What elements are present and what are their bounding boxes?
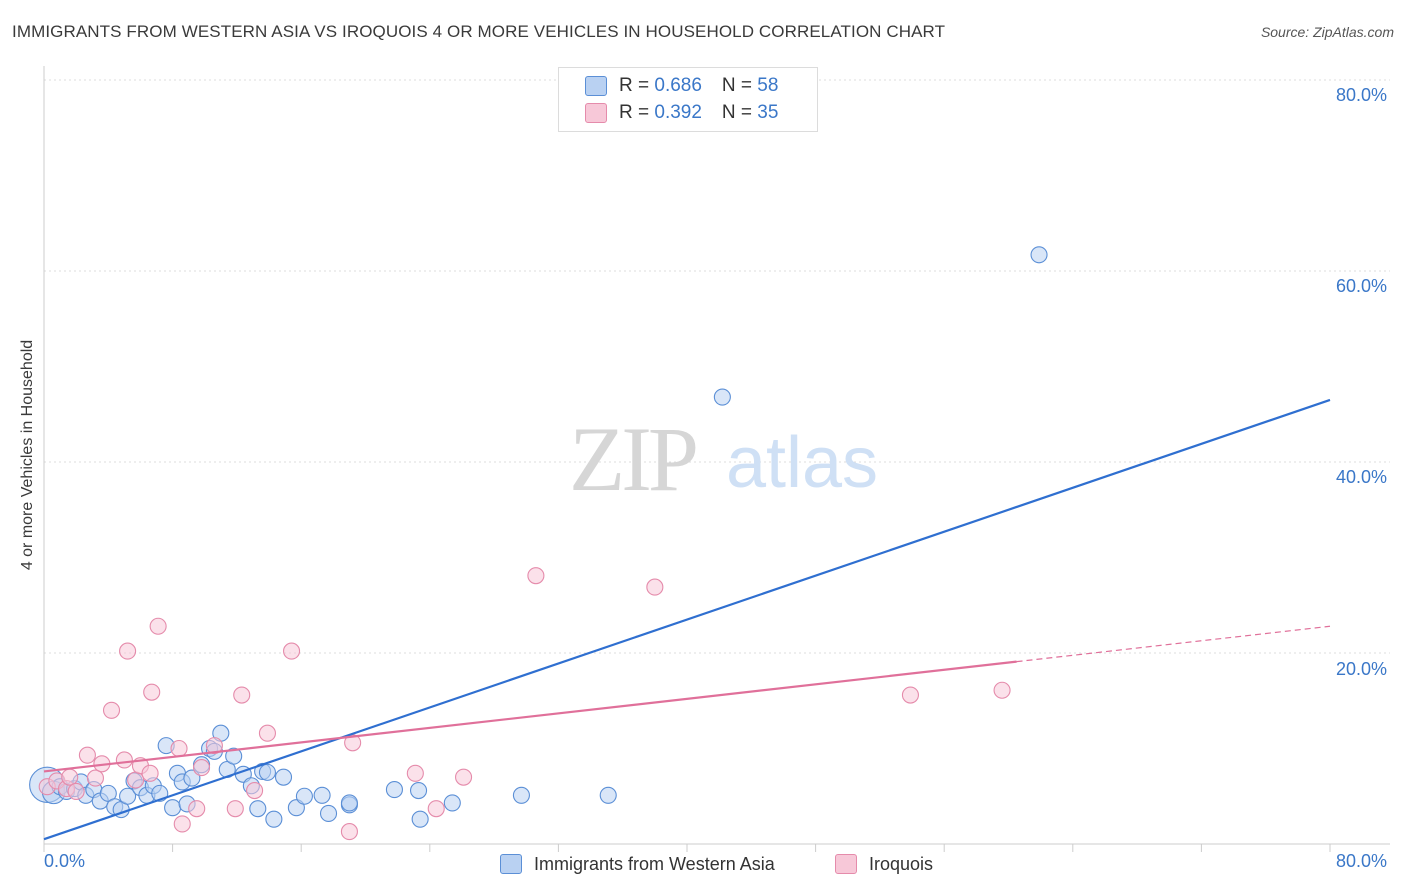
watermark: ZIP atlas xyxy=(569,408,878,510)
pink-point-19 xyxy=(192,759,211,777)
stats-legend-row-pink: R = 0.392 N = 35 xyxy=(585,101,779,125)
watermark-atlas: atlas xyxy=(726,423,878,503)
pink-point-21 xyxy=(226,800,244,818)
blue-point-44 xyxy=(409,781,428,800)
pink-trend-line xyxy=(43,660,1017,773)
source-credit: Source: ZipAtlas.com xyxy=(1260,24,1394,40)
blue-point-34 xyxy=(258,763,276,781)
pink-point-34 xyxy=(993,681,1011,699)
y-tick-label-80: 80.0% xyxy=(1336,85,1388,105)
blue-point-38 xyxy=(295,787,313,805)
x-tick-label-min: 0.0% xyxy=(44,851,86,871)
bottom-legend-swatch-blue xyxy=(500,854,522,874)
stats-legend-row-blue: R = 0.686 N = 58 xyxy=(585,74,779,98)
pink-point-9 xyxy=(115,751,133,769)
y-tick-label-40: 40.0% xyxy=(1336,467,1388,487)
pink-point-18 xyxy=(188,800,206,818)
legend-n-label: N = xyxy=(721,102,758,123)
blue-point-23 xyxy=(183,769,201,787)
blue-point-35 xyxy=(265,810,283,828)
pink-point-16 xyxy=(170,739,188,758)
bottom-legend-label-pink: Iroquois xyxy=(869,853,934,874)
blue-point-45 xyxy=(411,810,429,828)
pink-point-30 xyxy=(455,768,473,786)
bottom-legend-item-pink: Iroquois xyxy=(835,851,933,877)
pink-point-5 xyxy=(78,746,96,764)
y-tick-label-20: 20.0% xyxy=(1336,659,1388,679)
blue-point-49 xyxy=(713,388,731,406)
blue-point-40 xyxy=(319,804,338,822)
blue-point-50 xyxy=(1030,246,1048,264)
chart-title: IMMIGRANTS FROM WESTERN ASIA VS IROQUOIS… xyxy=(12,22,946,41)
legend-n-value-pink: 35 xyxy=(757,102,779,123)
pink-point-11 xyxy=(127,771,145,789)
pink-point-23 xyxy=(246,781,264,800)
pink-point-22 xyxy=(233,686,251,704)
blue-point-43 xyxy=(385,781,403,799)
pink-point-13 xyxy=(141,764,159,782)
grid-lines xyxy=(44,79,1390,654)
blue-point-36 xyxy=(274,768,293,786)
pink-point-25 xyxy=(283,642,301,660)
pink-point-17 xyxy=(173,815,191,833)
legend-n-label: N = xyxy=(721,75,758,96)
legend-r-value-blue: 0.686 xyxy=(654,75,702,96)
stats-legend: R = 0.686 N = 58 R = 0.392 N = 35 xyxy=(558,67,818,132)
pink-point-14 xyxy=(143,683,161,701)
pink-point-29 xyxy=(427,800,445,818)
y-tick-label-60: 60.0% xyxy=(1336,276,1388,296)
blue-point-48 xyxy=(599,786,617,804)
pink-point-24 xyxy=(258,724,276,742)
x-tick-label-max: 80.0% xyxy=(1336,851,1388,871)
pink-point-3 xyxy=(61,768,79,786)
y-axis-label: 4 or more Vehicles in Household xyxy=(19,339,36,571)
data-points xyxy=(29,246,1048,841)
blue-point-42 xyxy=(340,794,358,812)
pink-point-32 xyxy=(646,578,664,596)
legend-r-label: R = xyxy=(619,102,655,123)
legend-r-value-pink: 0.392 xyxy=(654,102,702,123)
axis-ticks xyxy=(43,844,1331,852)
pink-point-10 xyxy=(119,642,137,660)
blue-point-47 xyxy=(512,786,530,804)
trend-lines xyxy=(43,398,1331,841)
pink-point-31 xyxy=(527,567,545,585)
pink-point-28 xyxy=(406,764,424,782)
watermark-zip: ZIP xyxy=(569,408,696,510)
blue-point-46 xyxy=(443,794,461,812)
axes xyxy=(43,66,1390,845)
legend-swatch-pink xyxy=(585,103,607,123)
pink-trend-line-extension xyxy=(1016,625,1331,663)
bottom-legend-label-blue: Immigrants from Western Asia xyxy=(534,853,775,874)
blue-point-32 xyxy=(249,800,267,818)
blue-point-39 xyxy=(313,786,331,804)
blue-point-29 xyxy=(225,747,243,765)
pink-point-33 xyxy=(901,686,919,704)
blue-point-12 xyxy=(119,787,137,805)
bottom-legend-swatch-pink xyxy=(835,854,857,874)
pink-point-20 xyxy=(205,737,223,755)
pink-point-4 xyxy=(67,782,85,801)
pink-point-6 xyxy=(86,769,104,787)
pink-point-8 xyxy=(102,701,121,719)
legend-n-value-blue: 58 xyxy=(757,75,779,96)
blue-trend-line xyxy=(43,398,1331,841)
legend-r-label: R = xyxy=(619,75,655,96)
bottom-legend-item-blue: Immigrants from Western Asia xyxy=(500,851,775,877)
pink-point-15 xyxy=(149,617,167,635)
pink-point-27 xyxy=(340,823,358,841)
legend-swatch-blue xyxy=(585,76,607,96)
blue-point-19 xyxy=(164,799,182,817)
